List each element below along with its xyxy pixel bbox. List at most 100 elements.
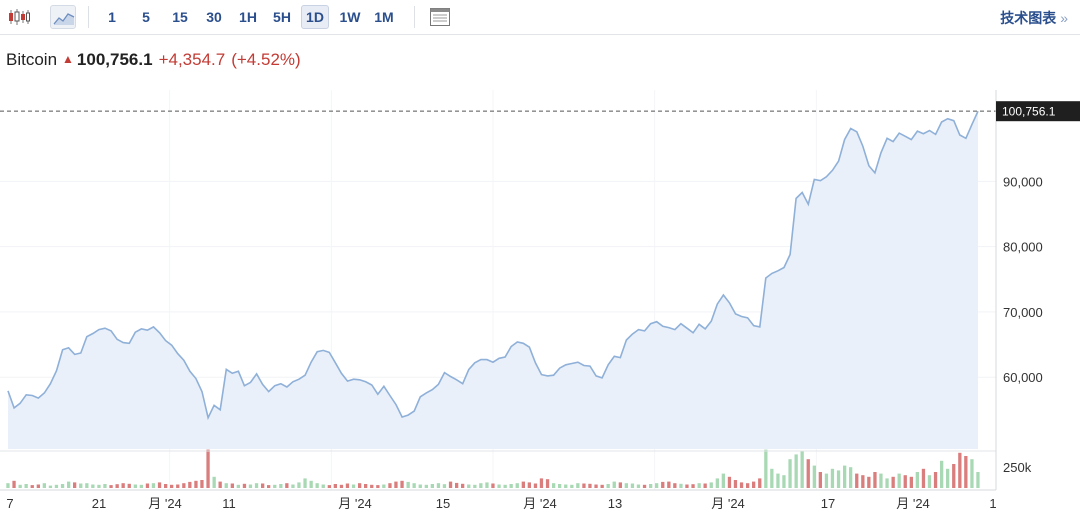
volume-bar xyxy=(776,473,780,488)
timeframe-1m[interactable]: 1M xyxy=(374,9,394,25)
toolbar-separator xyxy=(88,6,89,28)
timeframe-1d[interactable]: 1D xyxy=(301,5,329,29)
volume-bar xyxy=(176,484,180,488)
volume-bar xyxy=(679,483,683,488)
volume-bar xyxy=(212,476,216,488)
volume-bar xyxy=(733,480,738,488)
volume-bar xyxy=(273,484,277,488)
volume-bar xyxy=(800,451,804,488)
volume-bar xyxy=(394,481,398,488)
volume-bar xyxy=(606,484,610,488)
volume-bar xyxy=(400,480,404,488)
volume-bar xyxy=(206,449,210,488)
volume-bar xyxy=(18,484,22,488)
timeframe-1h[interactable]: 1H xyxy=(239,9,257,25)
volume-bar xyxy=(479,483,483,488)
x-tick-label: 1 xyxy=(989,496,996,511)
volume-bar xyxy=(85,483,89,488)
current-price-label: 100,756.1 xyxy=(1002,105,1056,119)
price-axis: 60,000 70,000 80,000 90,000 250k xyxy=(1003,174,1043,475)
volume-bar xyxy=(612,481,616,488)
volume-bar xyxy=(843,465,847,488)
volume-bar xyxy=(921,468,926,488)
volume-bar xyxy=(236,484,240,488)
volume-bar xyxy=(873,472,877,488)
volume-bar xyxy=(497,484,501,488)
line-chart-icon[interactable] xyxy=(50,5,76,29)
volume-bar xyxy=(836,470,841,488)
y-tick-label: 80,000 xyxy=(1003,240,1043,255)
volume-bar xyxy=(564,484,568,488)
volume-bar xyxy=(727,476,732,488)
volume-bar xyxy=(861,475,865,488)
volume-bar xyxy=(303,478,307,488)
price-line xyxy=(7,110,979,421)
volume-bar xyxy=(412,483,416,488)
volume-bar xyxy=(855,473,859,488)
volume-bar xyxy=(909,476,913,488)
volume-bar xyxy=(545,479,550,488)
volume-bar xyxy=(752,481,756,488)
volume-bar xyxy=(97,484,101,488)
volume-bar xyxy=(758,478,762,488)
volume-bar xyxy=(824,473,829,488)
volume-bar xyxy=(370,484,374,488)
volume-axis-label: 250k xyxy=(1003,460,1032,475)
volume-bar xyxy=(576,483,580,488)
layout-icon[interactable] xyxy=(427,5,453,29)
volume-bar xyxy=(12,480,16,488)
volume-bar xyxy=(218,481,222,488)
volume-bar xyxy=(582,483,586,488)
y-tick-label: 70,000 xyxy=(1003,305,1043,320)
timeframe-1w[interactable]: 1W xyxy=(339,9,361,25)
volume-bar xyxy=(133,484,137,488)
volume-bar xyxy=(285,483,289,488)
volume-bar xyxy=(358,483,362,488)
volume-bar xyxy=(309,480,313,488)
volume-bar xyxy=(491,483,495,488)
price-change-percent: (+4.52%) xyxy=(231,50,301,69)
timeframe-15[interactable]: 15 xyxy=(172,9,188,25)
volume-bar xyxy=(345,483,350,488)
tech-chart-label: 技术图表 xyxy=(1000,10,1057,26)
volume-bar xyxy=(376,485,380,488)
volume-bar xyxy=(333,484,337,488)
volume-bar xyxy=(685,484,689,488)
x-tick-label: 21 xyxy=(92,496,106,511)
volume-bar xyxy=(533,483,538,488)
volume-bar xyxy=(157,482,162,488)
volume-bar xyxy=(946,468,950,488)
volume-bar xyxy=(30,485,34,488)
volume-bar xyxy=(697,483,701,488)
volume-bar xyxy=(267,485,271,488)
timeframe-5[interactable]: 5 xyxy=(142,9,150,25)
volume-bar xyxy=(927,475,932,488)
volume-bar xyxy=(151,483,156,488)
timeframe-5h[interactable]: 5H xyxy=(273,9,291,25)
tech-chart-link[interactable]: 技术图表» xyxy=(1000,8,1068,28)
volume-bar xyxy=(794,454,798,488)
x-tick-label: 月 '24 xyxy=(148,496,182,511)
volume-bar xyxy=(970,459,974,488)
volume-bar xyxy=(812,465,816,488)
volume-bar xyxy=(60,484,65,488)
volume-bar xyxy=(818,472,822,488)
volume-bar xyxy=(940,460,944,488)
timeframe-1[interactable]: 1 xyxy=(108,9,116,25)
volume-bar xyxy=(503,484,507,488)
volume-bar xyxy=(48,485,53,488)
last-price: 100,756.1 xyxy=(76,50,153,69)
x-tick-label: 13 xyxy=(608,496,622,511)
timeframe-30[interactable]: 30 xyxy=(206,9,222,25)
candlestick-icon[interactable] xyxy=(6,5,32,29)
volume-bar xyxy=(327,485,331,488)
price-chart[interactable]: 60,000 70,000 80,000 90,000 250k 7 21 月 '24 11 月… xyxy=(0,90,1080,527)
y-tick-label: 60,000 xyxy=(1003,370,1043,385)
volume-bar xyxy=(903,475,907,488)
volume-bar xyxy=(588,483,592,488)
volume-bar xyxy=(739,482,744,488)
toolbar-separator xyxy=(414,6,415,28)
volume-bar xyxy=(424,484,428,488)
volume-bar xyxy=(455,482,459,488)
volume-bar xyxy=(279,484,283,488)
